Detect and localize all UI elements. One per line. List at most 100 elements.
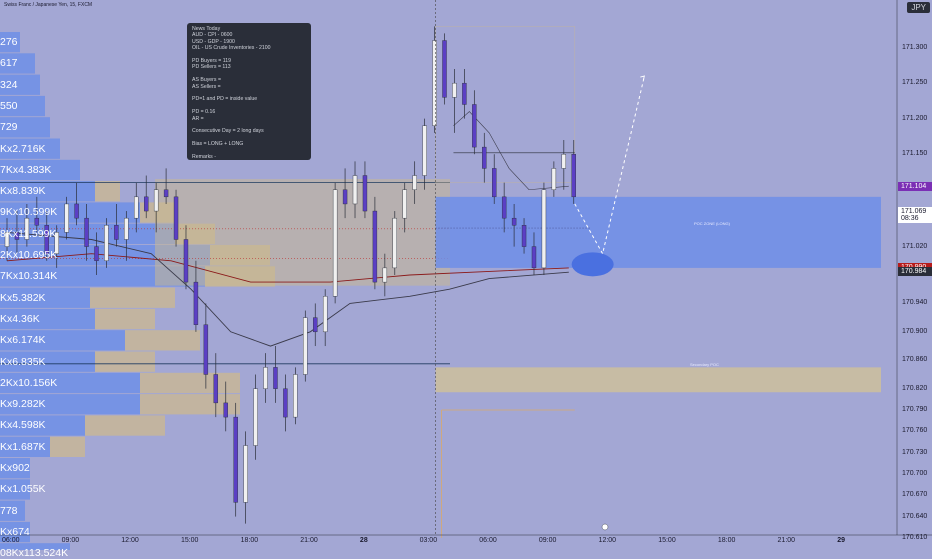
bull-candle bbox=[104, 225, 109, 261]
time-tick: 18:00 bbox=[240, 537, 259, 544]
bear-candle bbox=[372, 210, 378, 283]
bull-candle bbox=[551, 168, 557, 190]
poc-zone-label: POC ZONE (LONG) bbox=[694, 221, 731, 226]
bear-candle bbox=[44, 225, 49, 254]
bear-candle bbox=[34, 217, 40, 226]
value-area bbox=[155, 179, 450, 286]
vp-label: Kx2.716K bbox=[0, 142, 46, 155]
news-line: PD = 0.16 bbox=[192, 109, 216, 116]
bull-candle bbox=[263, 367, 268, 389]
bear-candle bbox=[342, 189, 348, 205]
vp-label: 2Kx10.156K bbox=[0, 376, 58, 389]
projection-arrow bbox=[640, 75, 645, 81]
vp-label: Kx902 bbox=[0, 462, 30, 474]
bear-candle bbox=[283, 388, 288, 418]
vp-label: Kx4.598K bbox=[0, 419, 46, 432]
vp-buy-bar bbox=[0, 181, 95, 202]
bull-candle bbox=[561, 154, 567, 169]
vp-label: 7Kx10.314K bbox=[0, 270, 58, 283]
news-line: PD=1 and PD = inside value bbox=[192, 96, 258, 103]
chart-title: Swiss Franc / Japanese Yen, 15, FXCM bbox=[4, 2, 93, 8]
bear-candle bbox=[203, 324, 209, 375]
price-tick: 170.900 bbox=[902, 327, 928, 335]
vp-label: Kx6.835K bbox=[0, 355, 46, 368]
bull-candle bbox=[153, 189, 159, 212]
vp-buy-bar bbox=[0, 53, 35, 74]
bear-candle bbox=[511, 217, 517, 226]
price-label-value: 171.104 bbox=[901, 182, 927, 190]
target-ellipse bbox=[571, 252, 614, 277]
bull-candle bbox=[124, 217, 129, 240]
currency-badge[interactable]: JPY bbox=[907, 2, 930, 13]
bear-candle bbox=[501, 196, 507, 219]
time-tick: 15:00 bbox=[180, 537, 199, 544]
vp-label: Kx1.055K bbox=[0, 483, 46, 496]
vp-label: 550 bbox=[0, 99, 18, 112]
vp-buy-bar bbox=[0, 74, 40, 95]
price-label: 171.069 08:36 bbox=[898, 206, 932, 223]
bull-candle bbox=[382, 267, 388, 283]
news-line: OIL - US Crude Inventories - 2100 bbox=[192, 45, 271, 52]
vp-buy-bar bbox=[0, 117, 50, 138]
vp-sell-bar bbox=[95, 308, 155, 330]
bull-candle bbox=[24, 217, 30, 240]
price-tick: 170.730 bbox=[902, 448, 928, 456]
vp-label: 08Kx113.524K bbox=[0, 547, 69, 559]
bear-candle bbox=[313, 317, 318, 333]
ma-dark-line bbox=[6, 231, 569, 347]
vp-label: Kx9.282K bbox=[0, 398, 46, 411]
vp-buy-bar bbox=[0, 500, 25, 521]
time-tick: 12:00 bbox=[598, 537, 617, 544]
vp-sell-bar bbox=[90, 287, 175, 308]
bear-candle bbox=[462, 82, 467, 105]
price-tick: 171.020 bbox=[902, 242, 928, 250]
vp-buy-bar bbox=[0, 521, 30, 543]
poc-zone bbox=[435, 196, 881, 268]
bear-candle bbox=[531, 246, 537, 269]
time-tick: 21:00 bbox=[777, 537, 796, 544]
bear-candle bbox=[173, 196, 179, 240]
vp-buy-bar bbox=[0, 436, 50, 457]
bull-candle bbox=[293, 374, 298, 418]
bull-candle bbox=[432, 40, 437, 126]
price-label-value: 171.069 bbox=[901, 207, 927, 215]
bear-candle bbox=[223, 402, 228, 418]
bear-candle bbox=[144, 196, 149, 212]
vp-label: 2Kx10.695K bbox=[0, 249, 58, 261]
time-tick: 18:00 bbox=[717, 537, 736, 544]
bear-candle bbox=[114, 225, 119, 240]
news-line: PD Buyers = 119 bbox=[192, 58, 231, 65]
price-tick: 171.250 bbox=[902, 79, 928, 87]
vp-sell-bar bbox=[125, 330, 200, 351]
news-line: AR = bbox=[192, 115, 204, 122]
price-tick: 171.200 bbox=[902, 114, 928, 122]
time-tick: 15:00 bbox=[658, 537, 676, 544]
price-label: 171.104 bbox=[898, 181, 932, 191]
vp-buy-bar bbox=[0, 287, 90, 308]
bull-candle bbox=[392, 217, 397, 269]
bull-candle bbox=[332, 189, 338, 297]
time-tick: 09:00 bbox=[538, 537, 557, 544]
vp-buy-bar bbox=[0, 330, 125, 351]
time-tick: 09:00 bbox=[61, 537, 80, 544]
price-tick: 170.760 bbox=[902, 427, 928, 435]
vp-label: 729 bbox=[0, 121, 18, 134]
countdown-label: 08:36 bbox=[901, 214, 919, 222]
vp-buy-bar bbox=[0, 95, 45, 117]
vp-label: Kx5.382K bbox=[0, 291, 46, 304]
bull-candle bbox=[134, 196, 139, 219]
vp-buy-bar bbox=[0, 308, 95, 330]
price-tick: 170.940 bbox=[902, 299, 928, 307]
event-marker bbox=[601, 523, 609, 531]
bear-candle bbox=[472, 104, 477, 148]
news-line: Consecutive Day = 2 long days bbox=[192, 128, 264, 135]
vp-buy-bar bbox=[0, 372, 140, 394]
vp-buy-bar bbox=[0, 458, 30, 479]
news-line: AUD - CPI - 0600 bbox=[192, 32, 233, 39]
bear-candle bbox=[84, 217, 89, 247]
time-tick: 06:00 bbox=[1, 537, 20, 544]
vp-sell-bar bbox=[140, 372, 240, 394]
bear-candle bbox=[362, 175, 368, 212]
vp-label: Kx4.36K bbox=[0, 312, 40, 325]
